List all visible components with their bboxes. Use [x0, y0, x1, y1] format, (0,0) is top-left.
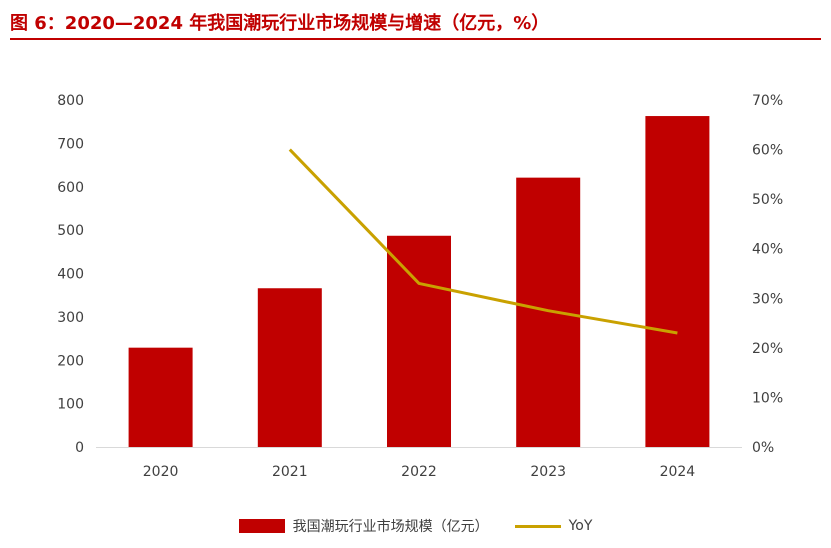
x-tick-label: 2022 [401, 464, 437, 480]
y-left-tick-label: 300 [57, 310, 84, 326]
y-left-tick-label: 100 [57, 397, 84, 413]
yoy-line [288, 148, 678, 335]
bar [387, 235, 451, 447]
y-left-tick-label: 600 [57, 180, 84, 196]
y-right-tick-label: 30% [752, 291, 783, 307]
x-tick-label: 2021 [272, 464, 308, 480]
y-left-tick-label: 200 [57, 353, 84, 369]
figure-header: 图 6：2020—2024 年我国潮玩行业市场规模与增速（亿元，%） [10, 6, 821, 40]
bar [645, 116, 710, 447]
legend-bar-swatch [238, 519, 285, 533]
chart-legend: 我国潮玩行业市场规模（亿元） YoY [0, 514, 831, 538]
y-right-tick-label: 60% [752, 143, 783, 159]
y-right-tick-label: 10% [752, 390, 783, 406]
y-left-tick-label: 700 [57, 136, 84, 152]
legend-item-yoy: YoY [514, 518, 593, 534]
y-left-tick-label: 0 [75, 440, 84, 456]
legend-bar-label: 我国潮玩行业市场规模（亿元） [292, 519, 489, 535]
x-tick-label: 2024 [660, 464, 696, 480]
x-tick-label: 2020 [143, 464, 179, 480]
y-right-tick-label: 0% [752, 440, 774, 456]
y-right-tick-label: 20% [752, 341, 783, 357]
bar [257, 288, 322, 447]
y-right-tick-label: 50% [752, 192, 783, 208]
figure-title: 图 6：2020—2024 年我国潮玩行业市场规模与增速（亿元，%） [10, 13, 550, 34]
legend-item-market-size: 我国潮玩行业市场规模（亿元） [238, 516, 489, 536]
legend-line-label: YoY [568, 518, 593, 534]
y-left-tick-label: 500 [57, 223, 84, 239]
x-tick-label: 2023 [530, 464, 566, 480]
bar [128, 347, 193, 447]
y-left-tick-label: 400 [57, 267, 84, 283]
y-right-tick-label: 70% [752, 93, 783, 109]
y-right-tick-label: 40% [752, 242, 783, 258]
legend-line-swatch [514, 524, 561, 528]
bar [516, 177, 581, 448]
y-left-tick-label: 800 [57, 93, 84, 109]
